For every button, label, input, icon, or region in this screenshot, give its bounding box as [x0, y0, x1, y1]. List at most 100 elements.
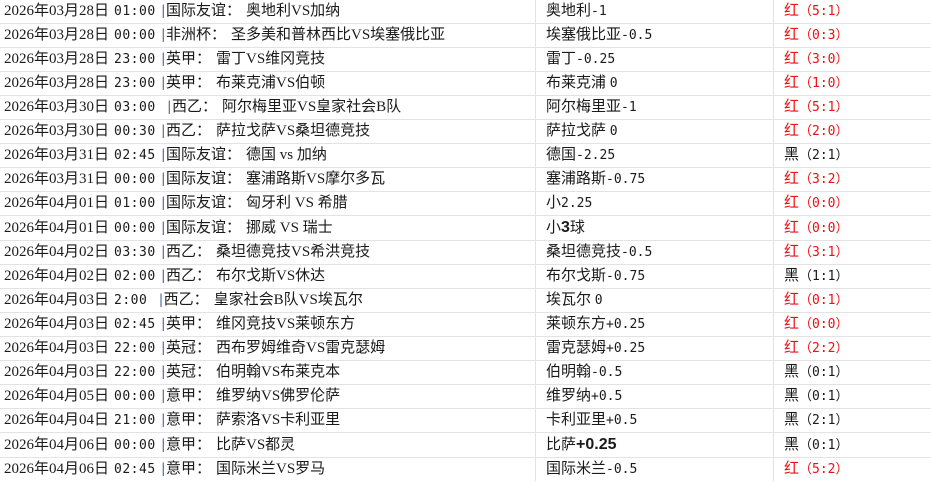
table-row[interactable]: 2026年04月06日 02:45 |意甲： 国际米兰VS罗马 国际米兰-0.5 红（5:… [0, 457, 931, 481]
table-row[interactable]: 2026年03月28日 23:00 |英甲： 布莱克浦VS伯顿 布莱克浦 0 红（1:0） [0, 71, 931, 96]
result-mark: 红 [784, 123, 800, 139]
fixture-time: 01:00 [114, 196, 156, 211]
result-mark: 红 [784, 99, 800, 115]
fixture-league: 国际友谊： [165, 195, 241, 211]
pick-handicap: -0.5 [621, 28, 653, 43]
fixture-time: 23:00 [114, 76, 156, 91]
pick-text: 埃塞俄比亚-0.5 [546, 27, 652, 43]
result-cell: 红（5:1） [773, 95, 931, 120]
result-score: （0:3） [799, 28, 849, 43]
pick-handicap: 2.25 [561, 196, 593, 211]
fixture-match: 伯明翰VS布莱克本 [215, 364, 341, 380]
fixture-match: 比萨VS都灵 [215, 436, 296, 453]
pick-cell: 小2.25 [535, 191, 774, 216]
fixture-league: 意甲： [165, 461, 211, 477]
table-row[interactable]: 2026年03月30日 03:00 |西乙： 阿尔梅里亚VS皇家社会B队 阿尔梅里亚-1… [0, 95, 931, 120]
fixture-league: 英甲： [165, 51, 211, 67]
fixture-cell: 2026年03月30日 03:00 |西乙： 阿尔梅里亚VS皇家社会B队 [0, 95, 536, 120]
table-row[interactable]: 2026年04月03日 02:45 |英甲： 维冈竞技VS莱顿东方 莱顿东方+0.25 红… [0, 312, 931, 337]
result-mark: 红 [784, 75, 800, 91]
pick-cell: 阿尔梅里亚-1 [535, 95, 774, 120]
fixture-separator: | [161, 412, 165, 428]
fixture-cell: 2026年03月31日 02:45 |国际友谊： 德国 vs 加纳 [0, 143, 536, 168]
table-row[interactable]: 2026年03月28日 00:00 |非洲杯： 圣多美和普林西比VS埃塞俄比亚 埃塞俄比… [0, 23, 931, 48]
table-row[interactable]: 2026年04月03日 22:00 |英冠： 西布罗姆维奇VS雷克瑟姆 雷克瑟姆+0.2… [0, 336, 931, 361]
pick-handicap: -0.75 [606, 172, 646, 187]
fixture-separator: | [161, 388, 165, 404]
pick-cell: 萨拉戈萨 0 [535, 119, 774, 144]
pick-cell: 雷克瑟姆+0.25 [535, 336, 774, 361]
fixture-cell: 2026年04月03日 2:00 |西乙： 皇家社会B队VS埃瓦尔 [0, 288, 536, 313]
fixture-separator: | [161, 195, 165, 211]
fixture-separator: | [161, 171, 165, 187]
pick-cell: 布莱克浦 0 [535, 71, 774, 96]
pick-handicap: +0.25 [606, 317, 646, 332]
pick-text: 桑坦德竞技-0.5 [546, 244, 652, 260]
table-row[interactable]: 2026年03月28日 01:00 |国际友谊： 奥地利VS加纳 奥地利-1 红（5:1） [0, 0, 931, 24]
pick-team: 比萨 [546, 437, 577, 453]
result-cell: 红（3:2） [773, 167, 931, 192]
table-row[interactable]: 2026年04月01日 01:00 |国际友谊： 匈牙利 VS 希腊 小2.25 红（0:… [0, 191, 931, 216]
result-cell: 黑（1:1） [773, 264, 931, 289]
result-score: （2:0） [799, 124, 849, 139]
fixture-separator: | [161, 147, 165, 163]
pick-text: 莱顿东方+0.25 [546, 316, 645, 332]
result-score: （2:1） [799, 148, 849, 163]
fixture-time: 00:00 [114, 437, 156, 453]
table-row[interactable]: 2026年04月02日 03:30 |西乙： 桑坦德竞技VS希洪竞技 桑坦德竞技-0.5… [0, 240, 931, 265]
fixture-cell: 2026年04月03日 22:00 |英冠： 伯明翰VS布莱克本 [0, 360, 536, 385]
fixture-time: 00:00 [114, 220, 156, 236]
fixture-separator: | [161, 316, 165, 332]
table-row[interactable]: 2026年03月31日 00:00 |国际友谊： 塞浦路斯VS摩尔多瓦 塞浦路斯-0.7… [0, 167, 931, 192]
pick-handicap: 0 [594, 293, 603, 308]
pick-text: 卡利亚里+0.5 [546, 412, 637, 428]
pick-cell: 莱顿东方+0.25 [535, 312, 774, 337]
table-row[interactable]: 2026年04月01日 00:00 |国际友谊： 挪威 VS 瑞士 小3球 红（0:0） [0, 215, 931, 241]
pick-cell: 雷丁-0.25 [535, 47, 774, 72]
table-row[interactable]: 2026年03月28日 23:00 |英甲： 雷丁VS维冈竞技 雷丁-0.25 红（3:0… [0, 47, 931, 72]
fixture-cell: 2026年04月05日 00:00 |意甲： 维罗纳VS佛罗伦萨 [0, 384, 536, 409]
result-score: （0:1） [799, 389, 849, 404]
fixture-league: 意甲： [165, 436, 211, 453]
table-row[interactable]: 2026年03月31日 02:45 |国际友谊： 德国 vs 加纳 德国-2.25 黑（2… [0, 143, 931, 168]
result-score: （5:1） [799, 100, 849, 115]
fixture-match: 布尔戈斯VS休达 [215, 268, 326, 284]
pick-team: 雷丁 [546, 51, 577, 67]
table-row[interactable]: 2026年04月04日 21:00 |意甲： 萨索洛VS卡利亚里 卡利亚里+0.5 黑（2… [0, 408, 931, 433]
result-cell: 红（5:2） [773, 457, 931, 481]
fixture-time: 21:00 [114, 413, 156, 428]
fixture-date: 2026年04月06日 [4, 436, 110, 453]
result-mark: 黑 [784, 364, 800, 380]
pick-text: 国际米兰-0.5 [546, 461, 637, 477]
pick-team: 埃塞俄比亚 [546, 27, 622, 43]
pick-cell: 埃塞俄比亚-0.5 [535, 23, 774, 48]
table-row[interactable]: 2026年03月30日 00:30 |西乙： 萨拉戈萨VS桑坦德竞技 萨拉戈萨 0 红（2… [0, 119, 931, 144]
pick-team: 布莱克浦 [546, 75, 610, 91]
table-row[interactable]: 2026年04月03日 2:00 |西乙： 皇家社会B队VS埃瓦尔 埃瓦尔 0 红（0:1… [0, 288, 931, 313]
table-row[interactable]: 2026年04月02日 02:00 |西乙： 布尔戈斯VS休达 布尔戈斯-0.75 黑（1… [0, 264, 931, 289]
pick-cell: 塞浦路斯-0.75 [535, 167, 774, 192]
fixture-league: 西乙： [171, 99, 217, 115]
table-row[interactable]: 2026年04月03日 22:00 |英冠： 伯明翰VS布莱克本 伯明翰-0.5 黑（0:… [0, 360, 931, 385]
fixture-date: 2026年04月05日 [4, 388, 110, 404]
fixture-cell: 2026年03月28日 23:00 |英甲： 布莱克浦VS伯顿 [0, 71, 536, 96]
pick-cell: 卡利亚里+0.5 [535, 408, 774, 433]
table-row[interactable]: 2026年04月05日 00:00 |意甲： 维罗纳VS佛罗伦萨 维罗纳+0.5 黑（0:… [0, 384, 931, 409]
result-score: （0:1） [799, 437, 849, 453]
fixture-time: 01:00 [114, 4, 156, 19]
pick-handicap: 3 [561, 219, 570, 236]
result-mark: 红 [784, 195, 800, 211]
result-score: （1:0） [799, 76, 849, 91]
fixture-league: 西乙： [163, 292, 209, 308]
fixture-date: 2026年04月03日 [4, 316, 110, 332]
fixture-separator: | [161, 3, 165, 19]
fixture-separator: | [161, 364, 165, 380]
fixture-date: 2026年04月04日 [4, 412, 110, 428]
table-row[interactable]: 2026年04月06日 00:00 |意甲： 比萨VS都灵 比萨+0.25 黑（0:1） [0, 432, 931, 458]
fixture-league: 国际友谊： [165, 219, 241, 236]
fixture-separator: | [161, 51, 165, 67]
fixture-date: 2026年03月31日 [4, 171, 110, 187]
pick-handicap: -0.25 [576, 52, 616, 67]
pick-handicap: 0 [609, 124, 618, 139]
